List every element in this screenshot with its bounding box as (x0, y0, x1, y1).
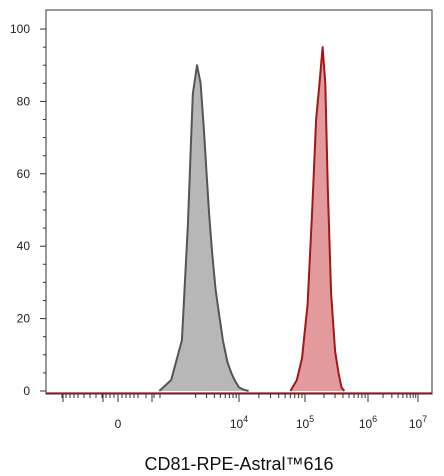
x-axis-label: CD81-RPE-Astral™616 (144, 454, 333, 474)
x-tick-label: 107 (409, 414, 427, 431)
histogram-area-2 (290, 47, 345, 391)
plot-frame (45, 9, 433, 395)
x-tick-label: 106 (359, 414, 377, 431)
y-tick-label: 0 (23, 384, 30, 398)
y-tick-label: 40 (17, 239, 31, 253)
y-tick-label: 20 (17, 312, 31, 326)
y-tick-label: 60 (17, 167, 31, 181)
y-tick-label: 100 (10, 22, 30, 36)
y-tick-label: 80 (17, 94, 31, 108)
x-tick-label: 0 (115, 417, 122, 431)
histogram-area-1 (159, 65, 249, 391)
x-tick-label: 104 (230, 414, 248, 431)
x-tick-label: 105 (296, 414, 314, 431)
histogram-outline-1 (158, 64, 249, 392)
histogram-outline-2 (289, 46, 346, 392)
